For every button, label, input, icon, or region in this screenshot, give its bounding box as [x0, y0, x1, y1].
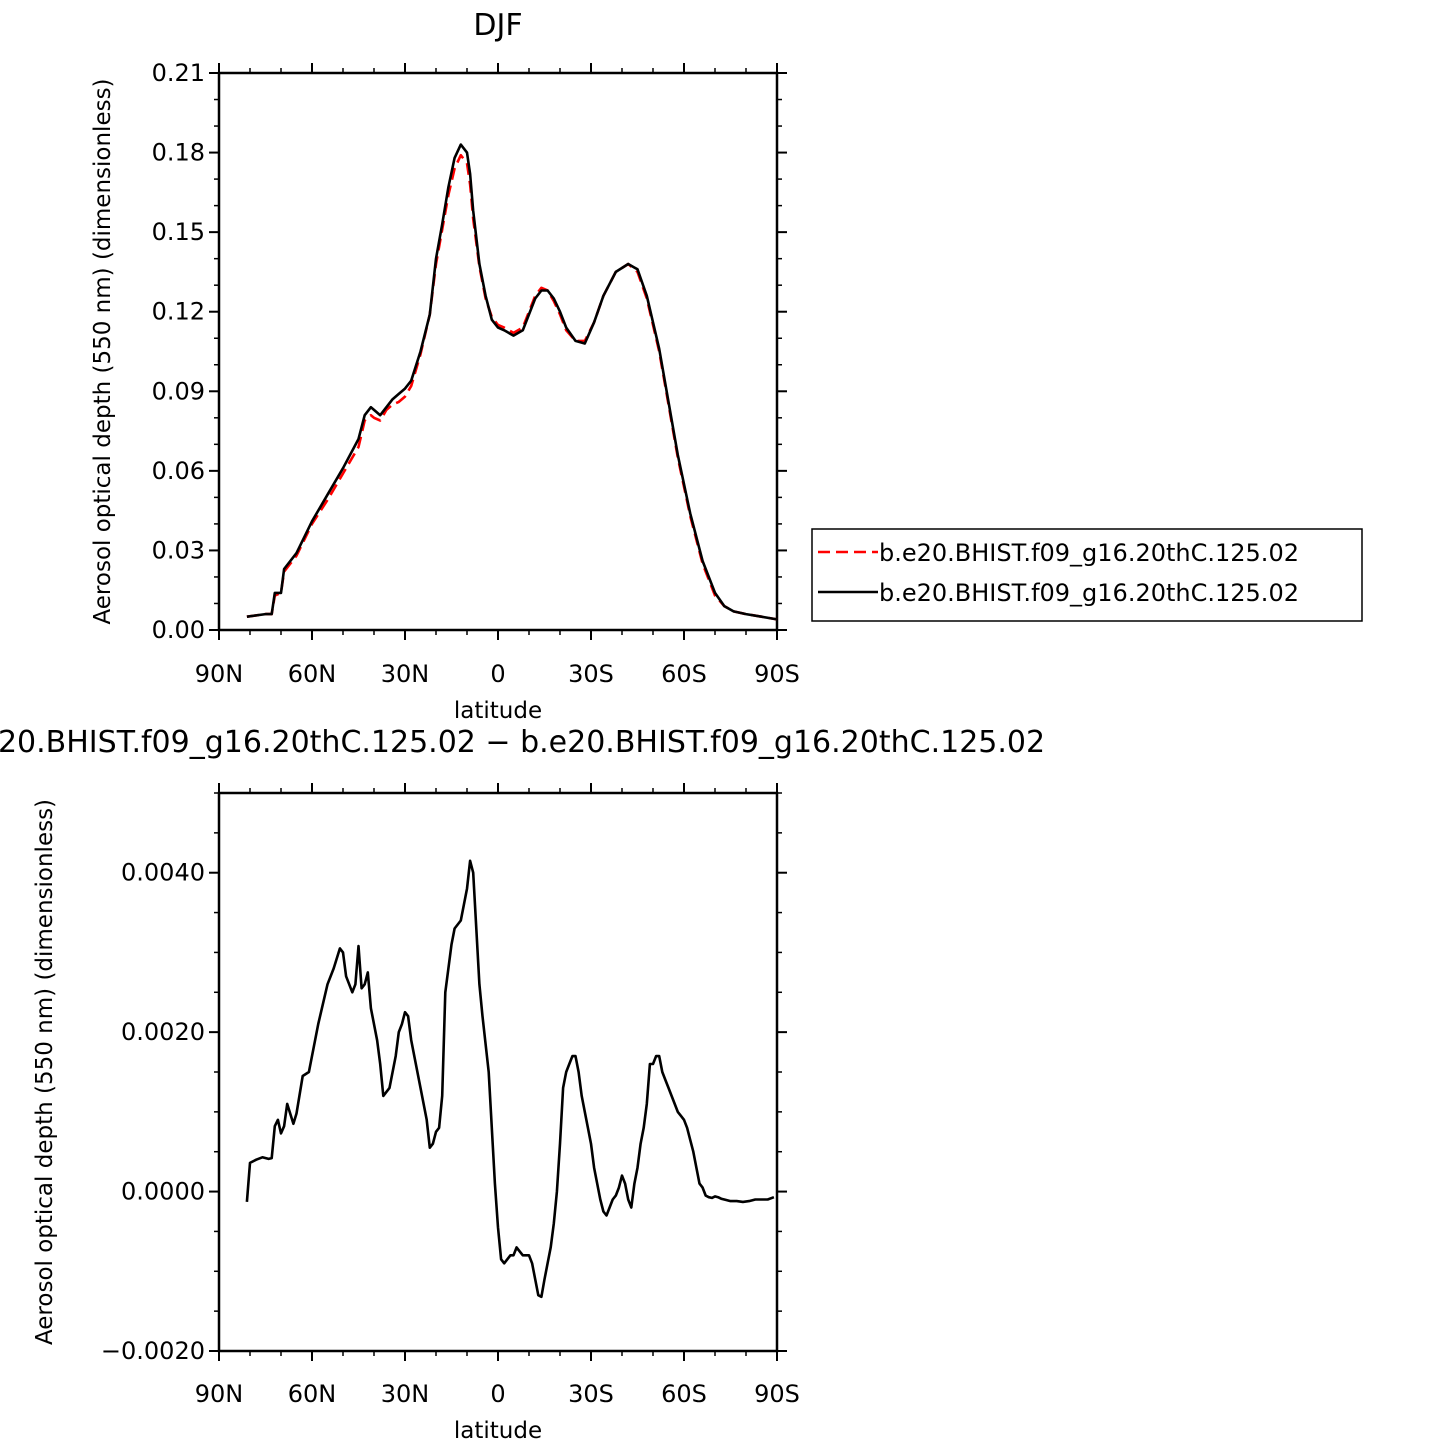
legend-label-1: b.e20.BHIST.f09_g16.20thC.125.02	[879, 579, 1299, 607]
panel-bottom-difference: 90N 60N 30N 0 30S 60S 90S −0.0020 0.0000 0.0020 0.…	[0, 725, 1045, 1444]
series-line-1	[246, 143, 778, 621]
x-tick-label: 30S	[568, 660, 614, 688]
panel-title: DJF	[473, 8, 522, 43]
x-tick-label: 90S	[754, 660, 800, 688]
series-line-0	[245, 859, 775, 1299]
series-line-0	[246, 153, 778, 621]
x-tick-label: 30S	[568, 1380, 614, 1408]
y-tick-label: 0.18	[152, 139, 205, 167]
x-axis-title: latitude	[454, 698, 542, 724]
x-tick-label: 0	[490, 1380, 505, 1408]
y-tick-label: 0.0000	[121, 1178, 205, 1206]
y-tick-label: 0.06	[152, 457, 205, 485]
y-tick-label: 0.03	[152, 536, 205, 564]
x-tick-label: 60N	[288, 1380, 337, 1408]
x-tick-label: 60S	[661, 1380, 707, 1408]
x-tick-label: 90N	[195, 1380, 244, 1408]
panel-title: b.e20.BHIST.f09_g16.20thC.125.02 − b.e20…	[0, 725, 1045, 760]
legend: b.e20.BHIST.f09_g16.20thC.125.02 b.e20.BH…	[811, 528, 1363, 622]
x-tick-label: 60N	[288, 660, 337, 688]
y-tick-label: 0.12	[152, 298, 205, 326]
panel-top-zonal-mean: 90N 60N 30N 0 30S 60S 90S 0.00 0.03 0.06 0.09 0.12 0…	[90, 8, 800, 724]
plot-frame	[217, 71, 779, 632]
x-tick-label: 30N	[381, 660, 430, 688]
x-tick-label: 60S	[661, 660, 707, 688]
x-tick-label: 30N	[381, 1380, 430, 1408]
y-tick-label: 0.15	[152, 218, 205, 246]
y-axis-title: Aerosol optical depth (550 nm) (dimensio…	[90, 78, 116, 624]
y-tick-label: 0.0020	[121, 1018, 205, 1046]
y-axis-title: Aerosol optical depth (550 nm) (dimensio…	[32, 799, 58, 1345]
x-tick-label: 0	[490, 660, 505, 688]
y-tick-label: 0.0040	[121, 859, 205, 887]
y-tick-label: −0.0020	[101, 1337, 205, 1365]
x-axis-title: latitude	[454, 1418, 542, 1444]
y-tick-label: 0.09	[152, 377, 205, 405]
plot-frame	[217, 791, 779, 1353]
legend-box	[811, 528, 1363, 622]
y-tick-label: 0.00	[152, 616, 205, 644]
legend-label-0: b.e20.BHIST.f09_g16.20thC.125.02	[879, 539, 1299, 567]
x-tick-label: 90S	[754, 1380, 800, 1408]
y-tick-label: 0.21	[152, 59, 205, 87]
x-tick-label: 90N	[195, 660, 244, 688]
